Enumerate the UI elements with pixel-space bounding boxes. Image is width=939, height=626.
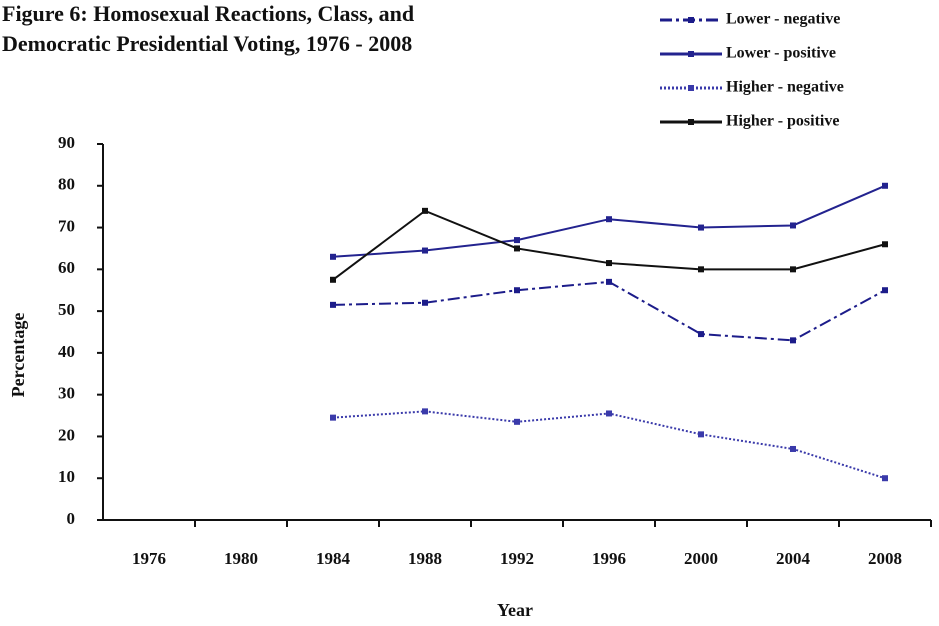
- point-marker: [790, 222, 796, 229]
- point-marker: [790, 266, 796, 273]
- point-marker: [330, 301, 336, 308]
- y-tick-label: 30: [58, 384, 75, 403]
- legend-marker: [688, 119, 694, 125]
- point-marker: [330, 276, 336, 283]
- point-marker: [330, 414, 336, 421]
- y-tick-label: 10: [58, 467, 75, 486]
- x-tick-label: 1992: [500, 549, 534, 568]
- point-marker: [698, 224, 704, 231]
- point-marker: [514, 245, 520, 252]
- point-marker: [790, 445, 796, 452]
- legend-marker: [688, 85, 694, 91]
- point-marker: [606, 278, 612, 285]
- x-tick-label: 1988: [408, 549, 442, 568]
- point-marker: [698, 266, 704, 273]
- x-tick-label: 2000: [684, 549, 718, 568]
- point-marker: [606, 410, 612, 417]
- series-line: [332, 280, 886, 342]
- x-tick-label: 2008: [868, 549, 902, 568]
- point-marker: [882, 182, 888, 189]
- x-tick-label: 1980: [224, 549, 258, 568]
- point-marker: [882, 287, 888, 294]
- legend-label: Higher - negative: [726, 79, 844, 96]
- y-tick-label: 0: [67, 509, 76, 528]
- x-axis-label: Year: [497, 600, 533, 620]
- point-marker: [514, 418, 520, 425]
- y-tick-label: 20: [58, 425, 75, 444]
- legend-marker: [688, 51, 694, 57]
- y-tick-label: 90: [58, 133, 75, 152]
- x-tick-label: 1996: [592, 549, 626, 568]
- point-marker: [422, 247, 428, 254]
- y-tick-label: 70: [58, 216, 75, 235]
- point-marker: [790, 337, 796, 344]
- point-marker: [330, 253, 336, 260]
- point-marker: [698, 331, 704, 338]
- point-marker: [422, 207, 428, 214]
- legend-marker: [688, 17, 694, 23]
- legend-label: Higher - positive: [726, 113, 839, 130]
- point-marker: [422, 299, 428, 306]
- x-tick-label: 2004: [776, 549, 811, 568]
- y-tick-label: 50: [58, 300, 75, 319]
- legend-label: Lower - positive: [726, 45, 836, 62]
- point-marker: [514, 237, 520, 244]
- y-axis-label: Percentage: [8, 313, 28, 398]
- chart-title: Democratic Presidential Voting, 1976 - 2…: [2, 31, 412, 56]
- legend-label: Lower - negative: [726, 11, 840, 28]
- chart-title: Figure 6: Homosexual Reactions, Class, a…: [2, 1, 414, 26]
- point-marker: [606, 260, 612, 267]
- series-line: [332, 410, 886, 480]
- point-marker: [882, 241, 888, 248]
- y-tick-label: 40: [58, 342, 75, 361]
- x-tick-label: 1976: [132, 549, 166, 568]
- point-marker: [606, 216, 612, 223]
- x-tick-label: 1984: [316, 549, 351, 568]
- y-tick-label: 60: [58, 258, 75, 277]
- y-tick-label: 80: [58, 175, 75, 194]
- point-marker: [514, 287, 520, 294]
- point-marker: [698, 431, 704, 438]
- point-marker: [422, 408, 428, 415]
- point-marker: [882, 475, 888, 482]
